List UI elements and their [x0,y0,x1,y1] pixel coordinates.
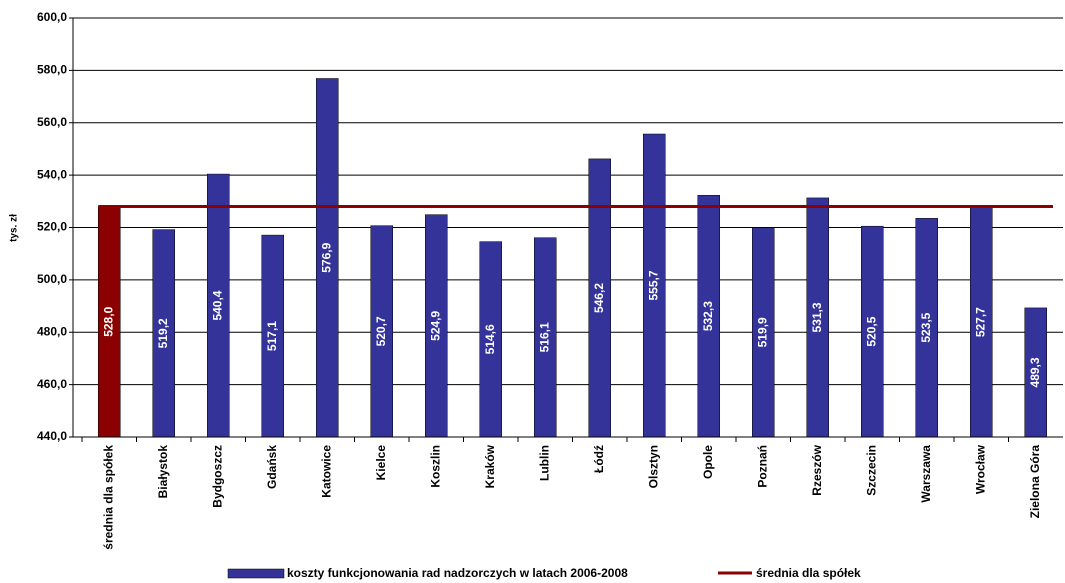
value-label: 532,3 [701,301,715,331]
y-tick-label: 460,0 [37,377,67,391]
x-tick-label: Lublin [537,445,551,481]
value-label: 489,3 [1028,357,1042,387]
y-tick-label: 520,0 [37,220,67,234]
y-tick-label: 540,0 [37,167,67,181]
value-label: 527,7 [973,307,987,337]
x-tick-label: Bydgoszcz [210,445,224,508]
y-tick-label: 600,0 [37,10,67,24]
x-tick-label: Koszlin [428,445,442,488]
x-tick-label: Opole [701,445,715,479]
value-label: 520,7 [374,316,388,346]
value-label: 516,1 [537,322,551,352]
x-tick-label: Kielce [374,445,388,481]
value-label: 514,6 [483,324,497,354]
value-label: 517,1 [265,321,279,351]
value-label: 531,3 [810,302,824,332]
value-label: 546,2 [592,283,606,313]
legend-label: średnia dla spółek [756,566,861,580]
value-label: 555,7 [646,270,660,300]
value-label: 523,5 [919,312,933,342]
value-label: 576,9 [319,242,333,272]
x-tick-label: Rzeszów [810,444,824,495]
x-tick-label: Wrocław [973,444,987,494]
value-label: 528,0 [101,306,115,336]
x-tick-label: Olsztyn [646,445,660,488]
x-tick-label: Kraków [483,444,497,488]
legend-label: koszty funkcjonowania rad nadzorczych w … [287,566,628,580]
value-label: 519,2 [156,318,170,348]
y-axis-label: tys. zł [9,214,20,242]
legend-swatch [227,568,285,579]
y-tick-label: 580,0 [37,63,67,77]
x-tick-label: Katowice [319,445,333,498]
x-tick-label: Gdańsk [265,445,279,489]
y-tick-label: 480,0 [37,324,67,338]
x-tick-label: Łódź [592,445,606,473]
y-tick-label: 500,0 [37,272,67,286]
value-label: 540,4 [210,290,224,320]
y-tick-label: 560,0 [37,115,67,129]
value-label: 519,9 [755,317,769,347]
value-label: 520,5 [864,316,878,346]
x-tick-label: średnia dla spółek [101,445,115,550]
x-tick-label: Szczecin [864,445,878,496]
x-tick-label: Zielona Góra [1028,445,1042,519]
x-tick-label: Poznań [755,445,769,488]
value-label: 524,9 [428,310,442,340]
x-tick-label: Białystok [156,445,170,499]
y-tick-label: 440,0 [37,429,67,443]
x-tick-label: Warszawa [919,445,933,503]
